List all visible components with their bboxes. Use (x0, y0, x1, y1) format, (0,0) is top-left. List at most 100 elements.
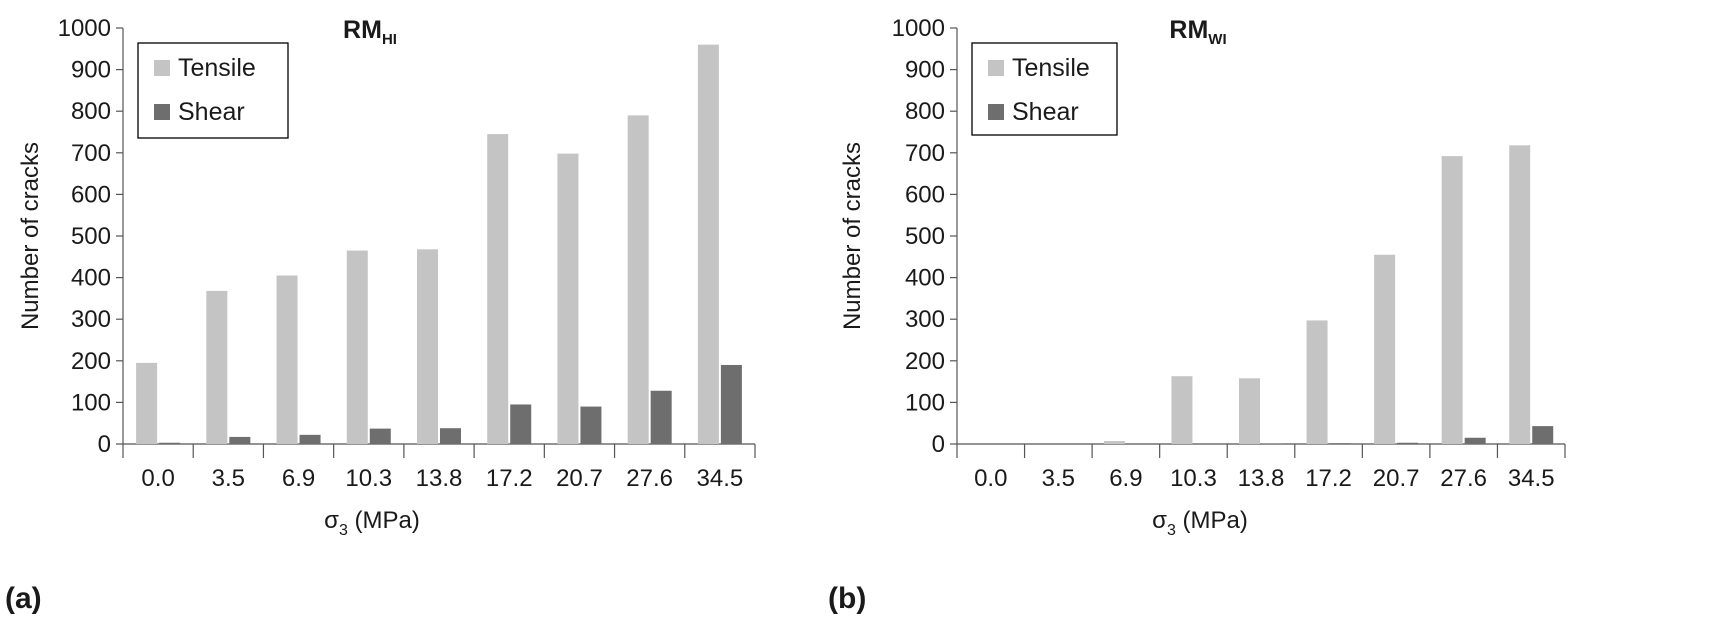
bar-tensile-10-3 (1171, 376, 1193, 444)
y-tick-label: 0 (932, 431, 945, 458)
legend-swatch-shear (154, 104, 170, 120)
x-tick-label: 20.7 (1373, 465, 1420, 492)
bar-shear-0-0 (159, 442, 181, 444)
bar-shear-34-5 (720, 364, 742, 444)
bar-tensile-6-9 (1103, 441, 1125, 444)
bar-tensile-13-8 (1239, 378, 1260, 444)
x-axis-symbol: σ (324, 507, 339, 534)
y-axis-title: Number of cracks (17, 142, 44, 330)
x-axis-subscript: 3 (339, 522, 348, 539)
y-tick-label: 300 (905, 306, 945, 333)
y-tick-label: 500 (71, 223, 111, 250)
chart-panel-a: 0 100 200 300 400 500 600 700 800 900 1000 0.0 3.5 6.… (5, 15, 756, 615)
y-tick-label: 800 (905, 98, 945, 125)
x-tick-label: 3.5 (1042, 465, 1075, 492)
x-tick-label: 13.8 (1238, 465, 1285, 492)
x-axis-unit: (MPa) (348, 507, 420, 534)
bar-tensile-17-2 (1306, 320, 1328, 444)
y-tick-label: 400 (905, 265, 945, 292)
chart-title-subscript: WI (1208, 31, 1226, 48)
bar-tensile-17-2 (487, 134, 509, 444)
bar-shear-3-5 (229, 436, 251, 444)
bar-tensile-34-5 (697, 44, 719, 444)
legend-swatch-tensile (988, 60, 1004, 76)
chart-title: RMWI (1169, 16, 1226, 48)
bar-shear-6-9 (299, 434, 321, 444)
x-axis-title: σ3 (MPa) (324, 507, 420, 539)
y-tick-label: 300 (71, 306, 111, 333)
legend: Tensile Shear (971, 42, 1118, 136)
bar-tensile-27-6 (1441, 156, 1463, 445)
bar-shear-34-5 (1532, 426, 1554, 444)
x-tick-label: 34.5 (1508, 465, 1555, 492)
x-tick-label: 6.9 (1109, 465, 1142, 492)
x-tick-label: 6.9 (282, 465, 315, 492)
panel-label: (b) (828, 582, 866, 615)
y-tick-label: 1000 (892, 15, 945, 42)
legend-box (137, 42, 289, 139)
x-axis-title: σ3 (MPa) (1152, 507, 1248, 539)
x-tick-label: 10.3 (345, 465, 392, 492)
y-tick-label: 0 (98, 431, 111, 458)
bar-tensile-0-0 (136, 362, 158, 444)
chart-title-main: RM (343, 16, 382, 44)
bar-shear-20-7 (580, 406, 602, 444)
x-tick-label: 17.2 (1305, 465, 1352, 492)
y-tick-label: 600 (71, 181, 111, 208)
legend-swatch-tensile (154, 60, 170, 76)
y-tick-label: 900 (905, 57, 945, 84)
x-tick-label: 20.7 (556, 465, 603, 492)
y-tick-label: 500 (905, 223, 945, 250)
bar-shear-17-2 (510, 404, 532, 444)
bar-tensile-34-5 (1509, 145, 1531, 444)
chart-title-main: RM (1169, 16, 1208, 44)
chart-title: RMHI (343, 16, 397, 48)
y-tick-label: 700 (71, 140, 111, 167)
legend-label-shear: Shear (1012, 98, 1079, 126)
bar-tensile-13-8 (417, 249, 438, 444)
legend-label-shear: Shear (178, 98, 245, 126)
x-tick-label: 13.8 (416, 465, 463, 492)
y-tick-label: 100 (71, 389, 111, 416)
x-tick-label: 3.5 (212, 465, 245, 492)
legend-label-tensile: Tensile (1012, 54, 1090, 82)
chart-title-subscript: HI (382, 31, 397, 48)
legend: Tensile Shear (137, 42, 289, 139)
x-axis-subscript: 3 (1167, 522, 1176, 539)
bar-tensile-6-9 (276, 275, 298, 444)
bar-shear-27-6 (650, 390, 672, 444)
bar-shear-13-8 (440, 428, 461, 444)
x-tick-label: 27.6 (626, 465, 673, 492)
y-tick-label: 600 (905, 181, 945, 208)
x-tick-label: 27.6 (1440, 465, 1487, 492)
bar-tensile-20-7 (557, 153, 579, 444)
x-tick-label: 0.0 (141, 465, 174, 492)
bar-tensile-10-3 (346, 250, 368, 444)
y-axis-title: Number of cracks (839, 142, 866, 330)
y-tick-label: 200 (905, 348, 945, 375)
x-tick-label: 17.2 (486, 465, 533, 492)
bar-tensile-3-5 (206, 290, 228, 444)
x-tick-label: 0.0 (974, 465, 1007, 492)
y-tick-label: 900 (71, 57, 111, 84)
bar-shear-17-2 (1329, 443, 1351, 444)
bar-tensile-27-6 (627, 115, 649, 445)
x-axis-symbol: σ (1152, 507, 1167, 534)
legend-swatch-shear (988, 104, 1004, 120)
y-tick-label: 1000 (58, 15, 111, 42)
y-tick-label: 200 (71, 348, 111, 375)
y-tick-label: 800 (71, 98, 111, 125)
bar-shear-10-3 (369, 428, 391, 444)
y-tick-label: 100 (905, 389, 945, 416)
bar-shear-27-6 (1464, 437, 1486, 444)
legend-label-tensile: Tensile (178, 54, 256, 82)
chart-panel-b: 0 100 200 300 400 500 600 700 800 900 1000 0.0 3.5 6.… (828, 15, 1566, 615)
y-tick-label: 700 (905, 140, 945, 167)
bar-tensile-20-7 (1374, 254, 1396, 444)
x-tick-label: 10.3 (1170, 465, 1217, 492)
bar-shear-20-7 (1397, 442, 1419, 444)
panel-label: (a) (5, 582, 42, 615)
x-tick-label: 34.5 (697, 465, 744, 492)
y-tick-label: 400 (71, 265, 111, 292)
